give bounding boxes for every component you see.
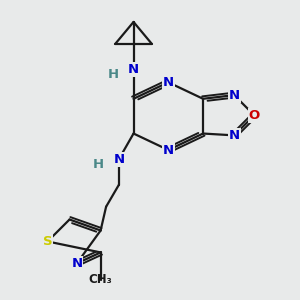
Text: O: O — [249, 109, 260, 122]
Text: N: N — [71, 257, 82, 270]
Text: N: N — [163, 143, 174, 157]
Text: H: H — [108, 68, 119, 82]
Text: N: N — [163, 76, 174, 89]
Text: H: H — [93, 158, 104, 171]
Text: N: N — [113, 153, 124, 166]
Text: N: N — [229, 88, 240, 102]
Text: N: N — [229, 129, 240, 142]
Text: N: N — [128, 63, 139, 76]
Text: CH₃: CH₃ — [89, 273, 112, 286]
Text: S: S — [43, 235, 52, 248]
